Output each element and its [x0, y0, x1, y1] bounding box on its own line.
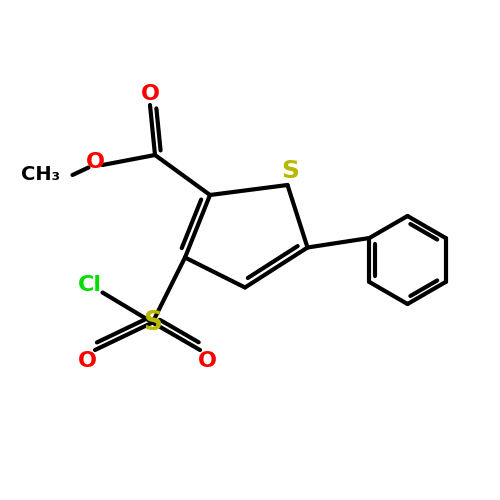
Text: CH₃: CH₃	[21, 166, 60, 184]
Text: O: O	[140, 84, 160, 104]
Text: S: S	[281, 159, 299, 183]
Text: O: O	[198, 351, 217, 371]
Text: O: O	[86, 152, 104, 172]
Text: S: S	[143, 310, 162, 336]
Text: Cl: Cl	[78, 275, 102, 295]
Text: O: O	[78, 351, 97, 371]
